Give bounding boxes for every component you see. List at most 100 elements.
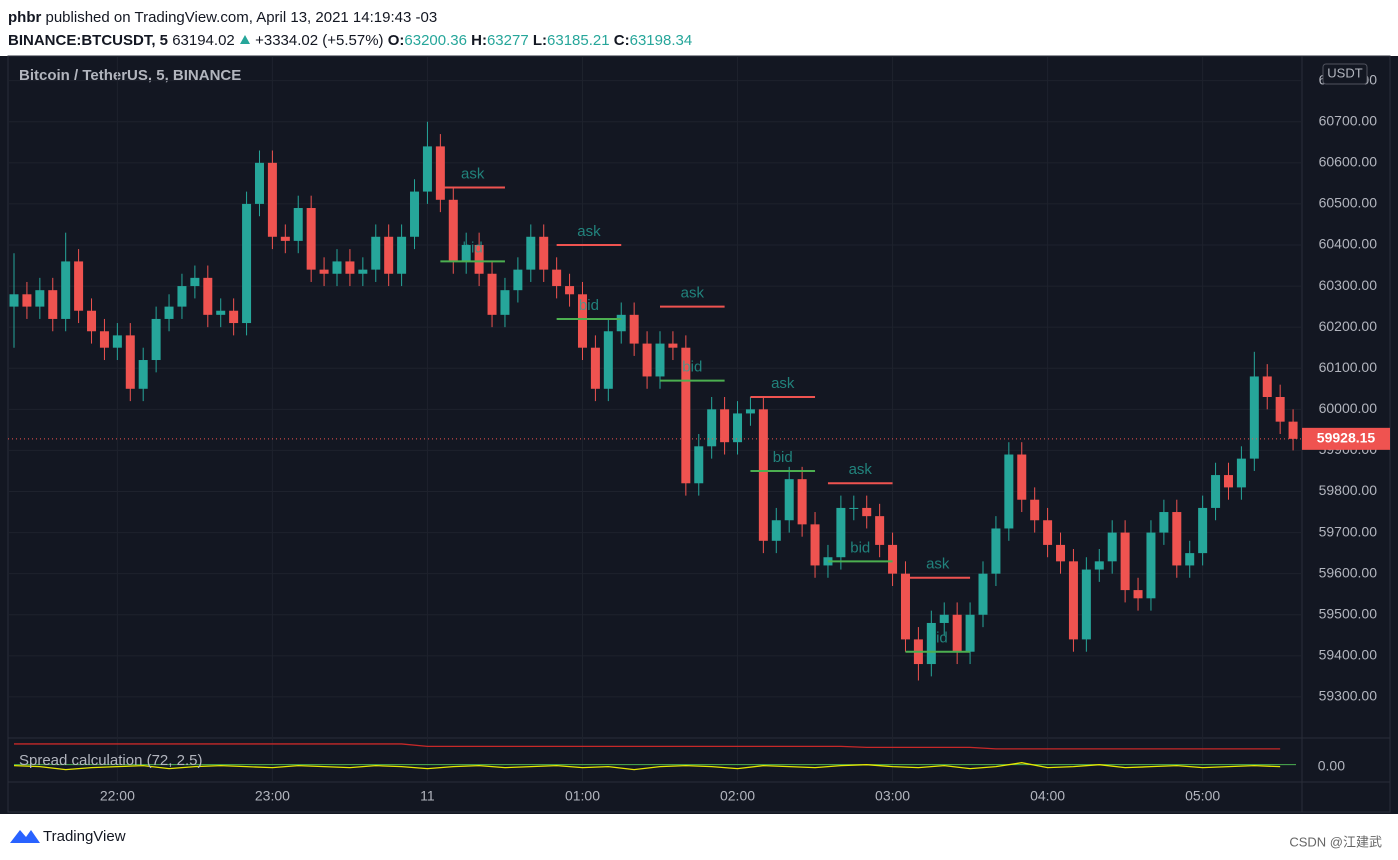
unit-badge [1322,63,1368,85]
candle-body [707,409,717,447]
candle-body [1107,532,1117,562]
annotation-label: ask [577,223,601,240]
candle-body [345,261,355,274]
author: phbr [8,9,42,26]
y-tick-label: 59900.00 [1319,441,1378,457]
candle-body [513,269,523,291]
candle-body [926,622,936,665]
annotation-label: bid [928,630,948,647]
candle-body [733,413,743,443]
candle-body [474,244,484,274]
y-tick-label: 59700.00 [1319,523,1378,539]
x-tick-label: 23:00 [255,788,290,804]
candle-body [1056,544,1066,562]
published: published on TradingView.com, April 13, … [45,9,438,26]
candle-body [875,516,885,545]
candle-body [577,294,587,348]
candle-body [655,343,665,377]
up-arrow [239,35,250,44]
candle-body [422,146,432,192]
candle-body [1275,397,1285,422]
candle-body [177,286,187,307]
candle-body [694,446,704,484]
y-tick-label: 59400.00 [1319,647,1378,663]
ohlc-label: O: [387,32,405,49]
last-price-label: 59928.15 [1317,430,1376,446]
x-tick-label: 03:00 [875,788,910,804]
ohlc-value: 63185.21 [547,32,610,49]
y-tick-label: 59800.00 [1319,482,1378,498]
candle-body [1288,421,1298,439]
y-tick-label: 59300.00 [1319,688,1378,704]
ohlc-value: 63200.36 [404,32,467,49]
candle-body [771,520,781,541]
candle-body [900,573,910,640]
y-tick-label: 60600.00 [1319,154,1378,170]
candle-body [965,614,975,652]
candle-body [616,314,626,332]
y-tick-label: 60800.00 [1319,71,1378,87]
ohlc: O:63200.36 H:63277 L:63185.21 C:63198.34 [388,32,692,49]
ohlc-label: L: [532,32,548,49]
candle-body [810,524,820,566]
ohlc-value: 63198.34 [629,32,693,49]
candle-body [1017,454,1027,500]
candle-body [642,343,652,377]
annotation-label: ask [849,461,873,478]
candle-body [35,290,45,307]
candle-body [151,318,161,361]
annotation-label: bid [463,239,483,256]
candle-body [913,639,923,665]
footer-brand: TradingView [43,828,126,845]
candle-body [668,343,678,348]
candle-body [267,162,277,237]
candle-body [448,199,458,262]
candle-body [1094,561,1104,570]
annotation-label: ask [926,556,950,573]
x-tick-label: 02:00 [720,788,755,804]
candle-body [978,573,988,615]
symbol: BINANCE:BTCUSDT, 5 [8,32,169,49]
candle-body [1211,475,1221,508]
candle-body [565,286,575,295]
candle-body [1159,512,1169,533]
candle-body [384,236,394,274]
x-tick-label: 04:00 [1030,788,1065,804]
indicator-line [14,743,1281,750]
candle-body [720,409,730,443]
x-tick-label: 11 [420,788,435,804]
y-tick-label: 60300.00 [1319,277,1378,293]
candle-body [758,409,768,541]
candle-body [849,507,859,509]
y-tick-label: 60200.00 [1319,318,1378,334]
candle-body [9,294,19,307]
logo-icon [10,830,40,843]
y-tick-label: 60100.00 [1319,359,1378,375]
last-price-badge [1302,427,1390,450]
candle-body [836,507,846,558]
ohlc-value: 63277 [486,32,529,49]
candle-body [138,360,148,389]
y-tick-label: 0.00 [1318,757,1345,773]
candle-body [125,335,135,389]
annotation-label: bid [682,359,702,376]
frame [7,55,1391,813]
candle-body [1081,569,1091,640]
candle-body [1198,507,1208,554]
candle-body [939,614,949,623]
candle-body [371,236,381,270]
candle-body [862,507,872,517]
candle-body [164,306,174,319]
annotation-label: ask [771,375,795,392]
candle-body [500,290,510,315]
annotation-label: ask [461,165,485,182]
candle-body [203,277,213,315]
candle-body [1068,561,1078,640]
candle-body [1249,376,1259,459]
candle-body [22,294,32,307]
candle-body [1146,532,1156,599]
candle-body [332,261,342,274]
candle-body [112,335,122,348]
